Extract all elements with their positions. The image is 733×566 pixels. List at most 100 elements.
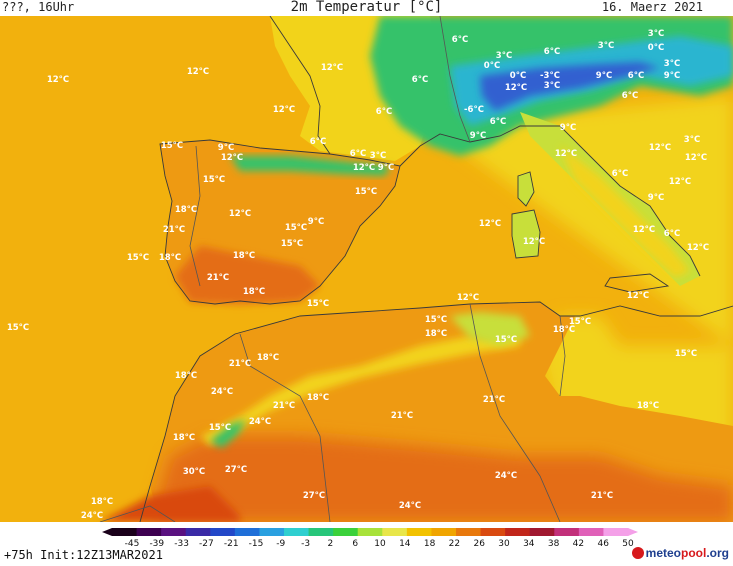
legend-color-swatch xyxy=(431,528,457,536)
map-header: ???, 16Uhr 2m Temperatur [°C] 16. Maerz … xyxy=(0,0,733,16)
temperature-label: 18°C xyxy=(91,497,113,507)
forecast-date: 16. Maerz 2021 xyxy=(601,0,703,14)
temperature-label: 18°C xyxy=(425,329,447,339)
temperature-label: 12°C xyxy=(687,243,709,253)
temperature-label: 18°C xyxy=(175,371,197,381)
atlas-cold xyxy=(450,312,530,346)
temperature-label: 12°C xyxy=(633,225,655,235)
temperature-label: 12°C xyxy=(321,63,343,73)
legend-color-swatch xyxy=(161,528,187,536)
iberia-warm-south xyxy=(175,246,320,304)
temperature-label: 21°C xyxy=(391,411,413,421)
temperature-label: 6°C xyxy=(376,107,392,117)
temperature-label: 3°C xyxy=(496,51,512,61)
temperature-label: -6°C xyxy=(464,105,484,115)
legend-color-swatch xyxy=(406,528,432,536)
temperature-label: 12°C xyxy=(479,219,501,229)
temperature-label: 21°C xyxy=(273,401,295,411)
legend-color-swatch xyxy=(603,528,629,536)
temperature-label: 15°C xyxy=(203,175,225,185)
legend-tick-label: -39 xyxy=(149,539,164,546)
legend-tick-label: 42 xyxy=(573,539,584,546)
temperature-label: 18°C xyxy=(173,433,195,443)
temperature-label: 6°C xyxy=(412,75,428,85)
temperature-label: 24°C xyxy=(399,501,421,511)
legend-color-swatch xyxy=(185,528,211,536)
temperature-label: 15°C xyxy=(569,317,591,327)
temperature-label: 12°C xyxy=(669,177,691,187)
temperature-label: 3°C xyxy=(648,29,664,39)
temperature-label: 18°C xyxy=(637,401,659,411)
temperature-label: 12°C xyxy=(555,149,577,159)
legend-color-swatch xyxy=(308,528,334,536)
legend-tick-label: 14 xyxy=(399,539,411,546)
temperature-label: 15°C xyxy=(495,335,517,345)
temperature-label: 0°C xyxy=(484,61,500,71)
legend-color-swatch xyxy=(136,528,162,536)
legend-color-swatch xyxy=(234,528,260,536)
temperature-label: 0°C xyxy=(510,71,526,81)
legend-tick-label: -45 xyxy=(125,539,140,546)
map-footer: -45 -39 -33 -27 -21 -15 -9 -3 2 6 10 14 18 22 26 30 34 38… xyxy=(0,522,733,566)
temperature-label: -3°C xyxy=(540,71,560,81)
legend-tick-label: 6 xyxy=(352,539,358,546)
atlas-mountains xyxy=(200,334,520,446)
temperature-label: 3°C xyxy=(370,151,386,161)
sardinia-island xyxy=(512,210,540,258)
temperature-label: 18°C xyxy=(553,325,575,335)
temperature-label: 3°C xyxy=(598,41,614,51)
legend-tick-label: 46 xyxy=(597,539,609,546)
temperature-label: 9°C xyxy=(308,217,324,227)
temperature-label: 6°C xyxy=(544,47,560,57)
temperature-label: 0°C xyxy=(648,43,664,53)
temperature-label: 12°C xyxy=(221,153,243,163)
map-title: 2m Temperatur [°C] xyxy=(290,0,443,15)
legend-color-swatch xyxy=(554,528,580,536)
temperature-label: 24°C xyxy=(211,387,233,397)
legend-tick-label: -3 xyxy=(301,539,310,546)
temperature-label: 12°C xyxy=(627,291,649,301)
temperature-label: 15°C xyxy=(161,141,183,151)
legend-tick-label: 50 xyxy=(622,539,634,546)
alps-freezing xyxy=(480,62,660,111)
legend-color-swatch xyxy=(284,528,310,536)
legend-color-swatch xyxy=(456,528,482,536)
legend-tick-label: 18 xyxy=(424,539,436,546)
temperature-label: 12°C xyxy=(187,67,209,77)
east-sea-area xyxy=(430,96,733,446)
sw-sahara-veryhot xyxy=(100,486,240,522)
temperature-label: 12°C xyxy=(505,83,527,93)
temperature-label: 15°C xyxy=(285,223,307,233)
temperature-label: 21°C xyxy=(483,395,505,405)
legend-tick-label: -33 xyxy=(174,539,189,546)
temperature-label: 18°C xyxy=(307,393,329,403)
temperature-label: 18°C xyxy=(233,251,255,261)
legend-color-swatch xyxy=(259,528,285,536)
temperature-label: 15°C xyxy=(307,299,329,309)
temperature-label: 6°C xyxy=(310,137,326,147)
temperature-map: 12°C12°C 12°C12°C6°C6°C6°C3°C0°C6°C3°C3°C… xyxy=(0,16,733,522)
legend-color-swatch xyxy=(357,528,383,536)
temperature-label: 21°C xyxy=(163,225,185,235)
temperature-labels: 12°C12°C 12°C12°C6°C6°C6°C3°C0°C6°C3°C3°C… xyxy=(7,29,709,521)
temperature-label: 18°C xyxy=(175,205,197,215)
temperature-label: 21°C xyxy=(207,273,229,283)
legend-color-swatch xyxy=(578,528,604,536)
legend-tick-label: -15 xyxy=(249,539,264,546)
temperature-label: 6°C xyxy=(452,35,468,45)
temperature-label: 12°C xyxy=(457,293,479,303)
meteopool-logo[interactable]: meteopool.org xyxy=(631,546,729,560)
color-scale-legend: -45 -39 -33 -27 -21 -15 -9 -3 2 6 10 14 18 22 26 30 34 38… xyxy=(102,528,638,546)
legend-color-swatch xyxy=(210,528,236,536)
legend-tick-label: -9 xyxy=(276,539,285,546)
temperature-label: 9°C xyxy=(664,71,680,81)
temperature-label: 9°C xyxy=(596,71,612,81)
temperature-label: 6°C xyxy=(490,117,506,127)
temperature-label: 15°C xyxy=(281,239,303,249)
legend-tick-label: -21 xyxy=(224,539,239,546)
legend-tick-label: 26 xyxy=(473,539,485,546)
temperature-label: 15°C xyxy=(127,253,149,263)
pyrenees-cold xyxy=(230,156,390,176)
legend-color-swatch xyxy=(333,528,359,536)
legend-tick-label: 38 xyxy=(548,539,560,546)
